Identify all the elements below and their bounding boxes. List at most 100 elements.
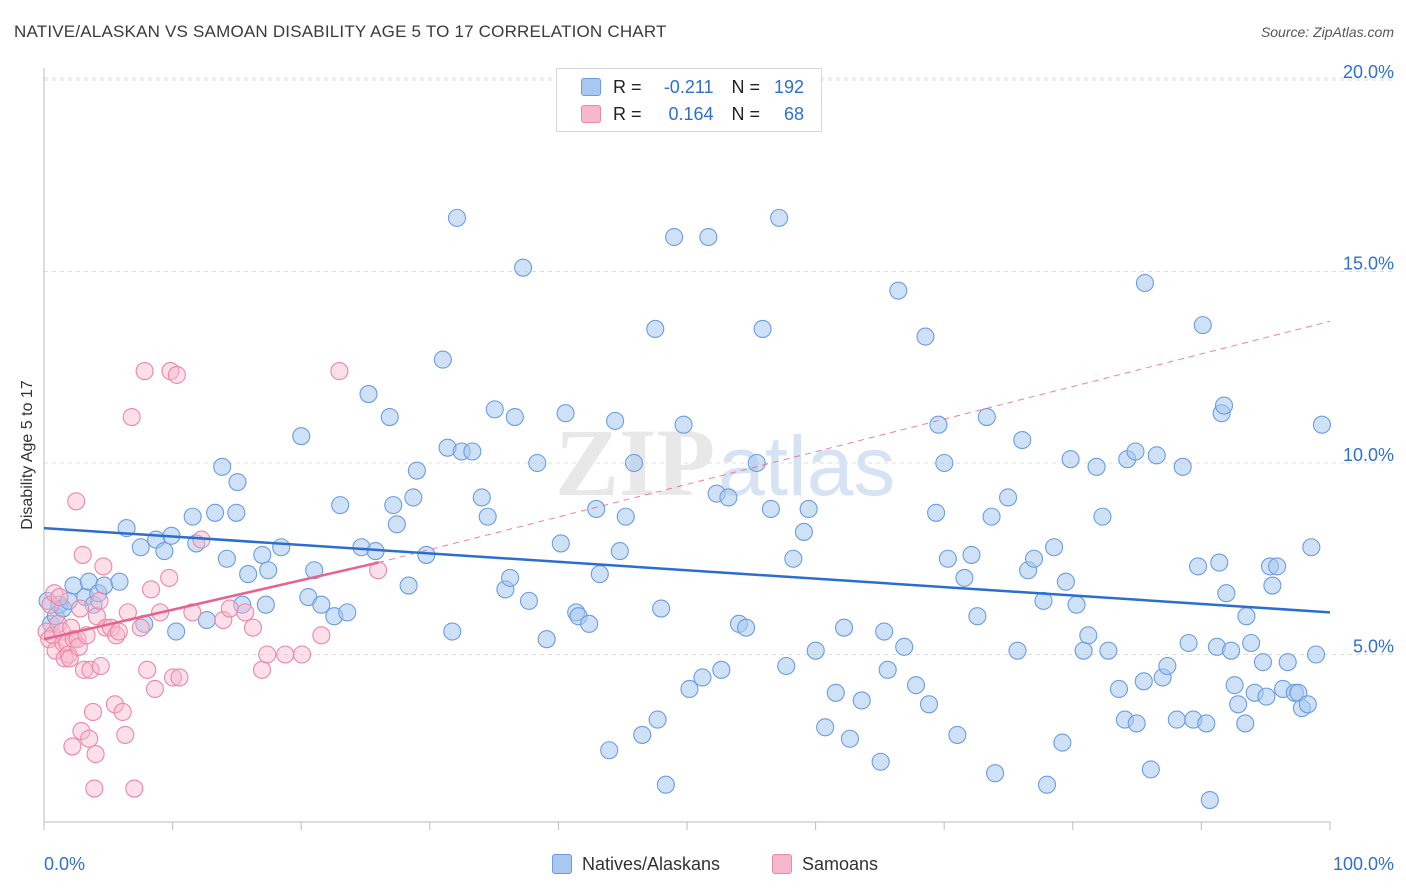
data-point-natives: [1037, 775, 1057, 794]
data-point-natives: [693, 668, 712, 687]
chart-title: NATIVE/ALASKAN VS SAMOAN DISABILITY AGE …: [14, 22, 667, 41]
data-point-natives: [1053, 733, 1072, 752]
data-point-samoans: [160, 568, 179, 587]
data-point-natives: [1257, 687, 1276, 706]
data-point-natives: [312, 595, 331, 614]
data-point-natives: [387, 515, 406, 534]
data-point-natives: [399, 576, 418, 595]
legend: R = -0.211 N = 192 R = 0.164 N = 68: [556, 68, 822, 132]
data-point-natives: [1200, 790, 1219, 810]
y-axis-label: Disability Age 5 to 17: [19, 380, 36, 530]
data-point-samoans: [135, 362, 154, 381]
data-point-samoans: [125, 779, 144, 798]
data-point-natives: [624, 453, 644, 473]
data-point-natives: [680, 679, 699, 699]
data-point-natives: [433, 350, 452, 369]
data-point-natives: [799, 499, 818, 519]
data-point-natives: [986, 764, 1005, 783]
data-point-natives: [1253, 653, 1272, 672]
data-point-natives: [784, 549, 803, 568]
data-point-natives: [1099, 641, 1118, 660]
data-point-samoans: [170, 668, 189, 687]
data-point-natives: [906, 676, 926, 695]
data-point-natives: [656, 775, 675, 794]
data-point-natives: [962, 545, 981, 564]
data-point-natives: [674, 415, 693, 434]
data-point-natives: [213, 457, 232, 476]
data-point-natives: [816, 718, 835, 737]
data-point-natives: [1109, 679, 1129, 699]
data-point-samoans: [74, 660, 94, 679]
axes: [43, 68, 1331, 830]
y-tick-label: 10.0%: [1343, 445, 1394, 465]
bottom-legend-label-natives: Natives/Alaskans: [582, 853, 721, 874]
data-point-samoans: [41, 595, 60, 614]
tick-labels: 5.0% 10.0% 15.0% 20.0% 0.0% 100.0%: [44, 62, 1394, 874]
legend-r-label: R =: [613, 103, 642, 124]
data-point-natives: [665, 227, 684, 247]
data-point-samoans: [63, 737, 82, 756]
data-point-natives: [228, 473, 247, 492]
data-point-natives: [331, 496, 350, 515]
data-point-natives: [1306, 645, 1326, 664]
source-label: Source: ZipAtlas.com: [1260, 24, 1394, 40]
data-point-natives: [600, 741, 619, 760]
data-point-natives: [1087, 457, 1106, 476]
data-point-natives: [580, 614, 599, 633]
data-point-samoans: [163, 668, 183, 687]
data-point-natives: [633, 725, 652, 744]
data-point-natives: [1008, 641, 1027, 660]
legend-n-value: 68: [784, 103, 805, 124]
data-point-samoans: [73, 545, 92, 564]
data-point-samoans: [83, 702, 103, 722]
data-point-natives: [292, 427, 311, 446]
data-point-natives: [380, 407, 399, 427]
data-point-natives: [889, 281, 908, 300]
data-point-natives: [155, 542, 174, 561]
data-point-natives: [753, 319, 772, 339]
data-point-samoans: [220, 599, 239, 618]
data-point-natives: [590, 565, 609, 584]
data-point-natives: [977, 407, 996, 427]
data-point-natives: [587, 499, 606, 519]
data-point-natives: [834, 618, 854, 637]
data-point-natives: [384, 496, 403, 515]
data-point-natives: [256, 595, 275, 614]
data-point-natives: [1173, 457, 1192, 476]
legend-n-label: N =: [731, 103, 761, 124]
data-point-natives: [359, 385, 378, 404]
data-point-natives: [948, 725, 967, 744]
data-point-samoans: [67, 492, 86, 511]
data-point-natives: [463, 442, 482, 461]
legend-n-label: N =: [731, 76, 761, 97]
data-point-natives: [1229, 695, 1248, 714]
y-tick-label: 20.0%: [1343, 62, 1394, 82]
data-point-samoans: [138, 660, 157, 679]
data-point-natives: [646, 319, 665, 339]
bottom-legend-samoans: Samoans: [772, 852, 878, 876]
data-point-samoans: [116, 725, 135, 744]
data-point-samoans: [142, 580, 161, 599]
data-point-natives: [1135, 273, 1154, 293]
data-point-natives: [871, 752, 890, 771]
series-natives-alaskans: [38, 208, 1331, 810]
data-point-natives: [982, 507, 1001, 526]
data-point-samoans: [50, 587, 69, 607]
data-point-samoans: [109, 622, 128, 641]
data-point-natives: [131, 538, 150, 557]
data-point-natives: [1067, 595, 1086, 614]
data-point-natives: [1197, 714, 1216, 733]
data-point-natives: [852, 691, 871, 710]
data-point-samoans: [252, 660, 272, 679]
data-point-natives: [1013, 430, 1032, 450]
data-point-samoans: [80, 729, 99, 748]
data-point-samoans: [145, 679, 164, 699]
data-point-natives: [519, 591, 539, 610]
data-point-natives: [1268, 557, 1287, 576]
data-point-natives: [1158, 656, 1177, 676]
trend-line-samoans-extended: [378, 320, 1331, 564]
data-point-natives: [1147, 446, 1166, 465]
data-point-natives: [551, 534, 570, 553]
legend-n-value: 192: [773, 76, 805, 97]
data-point-natives: [556, 404, 575, 423]
